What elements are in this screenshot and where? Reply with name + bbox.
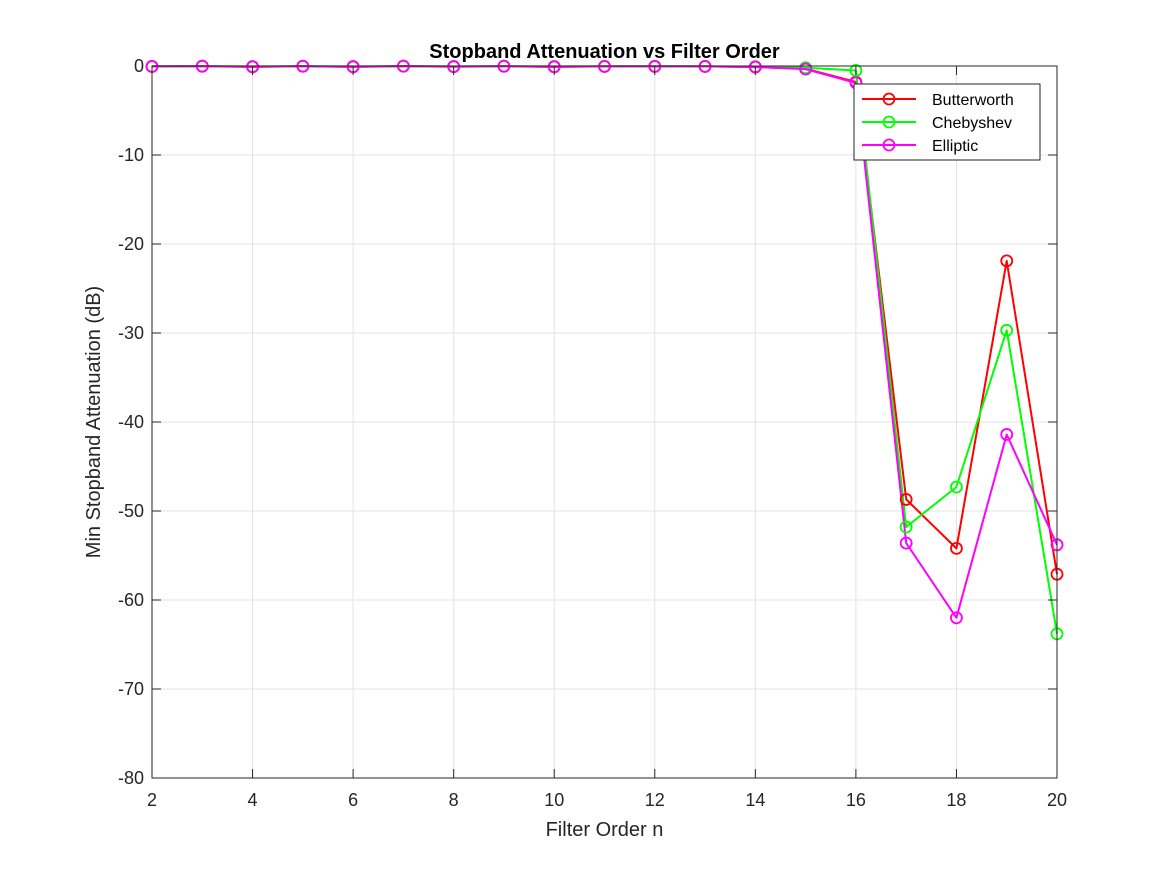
x-tick-label: 12 <box>645 790 665 810</box>
x-axis-label: Filter Order n <box>546 819 664 841</box>
y-tick-label: -80 <box>118 768 144 788</box>
legend-label-chebyshev: Chebyshev <box>932 115 1012 132</box>
legend-label-butterworth: Butterworth <box>932 92 1014 109</box>
data-point-butterworth <box>1000 254 1014 268</box>
legend: Butterworth Chebyshev Elliptic <box>853 83 1041 161</box>
x-tick-label: 6 <box>348 790 358 810</box>
data-point-butterworth <box>950 541 963 555</box>
legend-label-elliptic: Elliptic <box>932 138 978 155</box>
y-tick-label: -40 <box>118 412 144 432</box>
x-tick-label: 16 <box>846 790 866 810</box>
plot-area <box>145 59 1064 779</box>
y-tick-label: -10 <box>118 145 144 165</box>
data-point-butterworth <box>899 493 913 506</box>
legend-marker-chebyshev <box>882 115 896 129</box>
x-tick-label: 2 <box>147 790 157 810</box>
chart-title: Stopband Attenuation vs Filter Order <box>429 41 780 63</box>
x-tick-label: 14 <box>745 790 765 810</box>
legend-marker-butterworth <box>882 92 896 106</box>
data-point-chebyshev <box>899 520 913 534</box>
data-point-elliptic <box>899 536 913 550</box>
legend-marker-elliptic <box>882 138 896 152</box>
x-tick-label: 18 <box>946 790 966 810</box>
data-point-chebyshev <box>1000 323 1014 337</box>
y-tick-labels: 0 -10 -20 -30 -40 -50 -60 -70 -80 <box>118 56 144 788</box>
x-tick-label: 8 <box>449 790 459 810</box>
y-axis-label: Min Stopband Attenuation (dB) <box>83 286 105 558</box>
x-tick-label: 4 <box>248 790 258 810</box>
x-tick-labels: 2 4 6 8 10 12 14 16 18 20 <box>147 790 1067 810</box>
data-point-chebyshev <box>849 64 863 77</box>
x-tick-label: 20 <box>1047 790 1067 810</box>
data-point-elliptic <box>950 611 963 625</box>
axis-ticks <box>151 65 1058 779</box>
data-point-chebyshev <box>950 480 963 494</box>
y-tick-label: -20 <box>118 234 144 254</box>
y-tick-label: -60 <box>118 590 144 610</box>
y-tick-label: -70 <box>118 679 144 699</box>
data-point-elliptic <box>799 62 813 76</box>
y-tick-label: -50 <box>118 501 144 521</box>
y-tick-label: 0 <box>134 56 144 76</box>
data-point-elliptic <box>1000 428 1014 441</box>
y-tick-label: -30 <box>118 323 144 343</box>
x-tick-label: 10 <box>544 790 564 810</box>
